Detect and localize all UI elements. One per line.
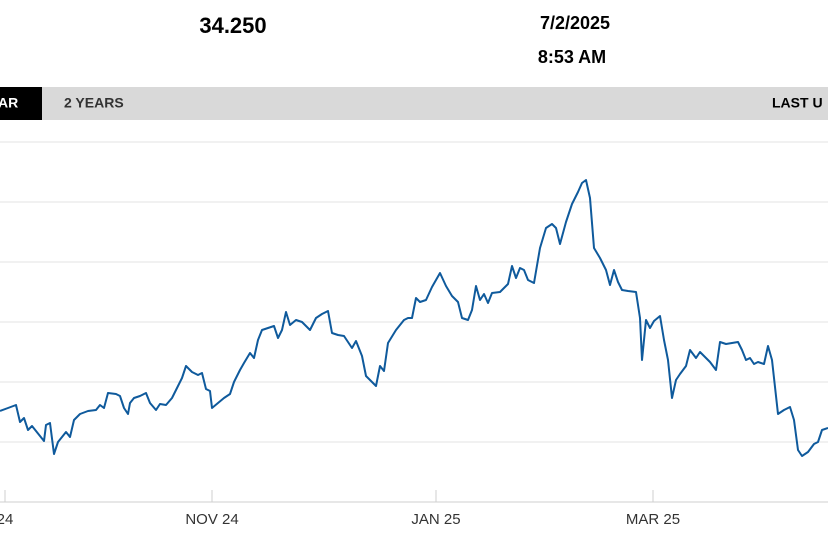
last-updated: LAST U (772, 95, 823, 111)
price-line (0, 179, 828, 457)
date: 7/2/2025 (540, 13, 610, 33)
tab-label[interactable]: 2 YEARS (64, 95, 124, 111)
x-tick-label: MAR 25 (626, 511, 680, 528)
price: 34.250 (199, 13, 266, 38)
x-tick-label: NOV 24 (185, 511, 238, 528)
chart: 24 NOV 24 JAN 25 MAR 25 (0, 141, 828, 528)
tab-bar (0, 87, 828, 120)
time: 8:53 AM (538, 47, 606, 67)
tab-selected[interactable] (0, 87, 42, 120)
tab-label[interactable]: AR (0, 95, 18, 111)
x-tick-label: 24 (0, 511, 13, 528)
x-tick-label: JAN 25 (411, 511, 460, 528)
